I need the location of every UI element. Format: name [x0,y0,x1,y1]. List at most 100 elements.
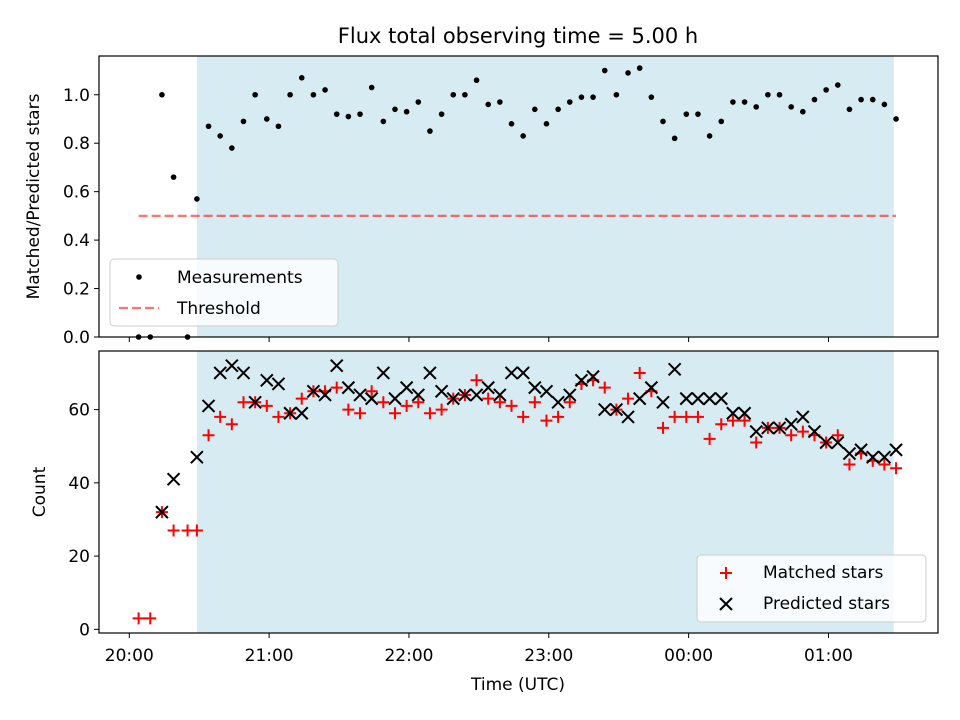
matched-star-point [412,396,425,409]
matched-star-point [656,421,669,434]
measurement-point [730,99,736,105]
predicted-star-point [539,384,554,398]
measurement-point [240,118,247,125]
y-tick-label: 40 [68,474,90,494]
measurement-point [636,65,643,71]
matched-star-point [272,410,285,423]
measurement-point [333,111,340,117]
measurement-point [893,116,899,122]
measurement-point [532,106,538,113]
measurement-point [834,82,841,88]
measurement-point [473,77,480,84]
predicted-star-point [854,443,868,457]
measurement-point [858,96,864,103]
measurement-point [683,111,690,117]
matched-star-point [354,407,367,420]
measurement-point [578,94,585,100]
predicted-star-point [796,410,810,424]
matched-star-point [377,396,390,409]
measurement-point [438,111,445,117]
y-tick-label: 60 [68,401,90,421]
measurement-point [380,118,387,125]
matched-star-point [598,381,611,394]
measurement-point [800,108,806,115]
matched-star-point [423,407,436,420]
matched-star-point [878,458,891,471]
matched-star-point [715,418,728,431]
measurement-point [648,94,655,100]
measurement-point [869,96,876,103]
predicted-star-point [761,421,775,435]
bottom-x-axis-ticks: 20:00 21:00 22:00 23:00 00:00 01:00 [105,633,853,666]
predicted-star-point [877,450,892,464]
predicted-star-point [679,391,694,406]
predicted-star-point [248,395,262,409]
predicted-star-point [271,377,286,391]
legend-predicted-marker [719,597,733,611]
legend-measurements-label: Measurements [177,268,303,288]
measurement-point [881,101,888,108]
matched-star-point [470,374,483,387]
predicted-star-point [667,362,682,377]
predicted-star-point [364,391,379,406]
matched-star-point [202,429,215,442]
measurement-point [403,108,410,115]
top-y-axis-label: Matched/Predicted stars [24,93,44,299]
predicted-star-point [318,388,332,402]
matched-star-point [680,410,693,423]
predicted-star-point [504,366,519,380]
measurement-point [264,116,270,122]
matched-star-point [388,407,401,420]
measurement-point [613,91,620,98]
matched-star-point [831,429,844,442]
matched-star-point [750,436,763,449]
x-tick-label: 22:00 [384,646,433,666]
predicted-star-point [388,391,402,406]
predicted-star-point [411,388,425,402]
matched-star-point [622,392,635,405]
y-tick-label: 0.2 [63,280,90,300]
matched-star-point [400,399,413,412]
bottom-legend: Matched stars Predicted stars [696,554,927,623]
predicted-star-point [155,505,169,519]
matched-star-point [225,418,238,431]
measurement-point [497,99,503,105]
top-x-axis-ticks [128,337,829,342]
matched-star-point [517,410,530,423]
predicted-star-point [644,380,659,395]
predicted-star-point [656,395,670,409]
matched-star-point [342,403,355,416]
predicted-star-point [889,443,903,457]
measurement-point [846,106,853,113]
matched-star-point [843,458,856,471]
measurement-point [450,91,457,98]
matched-star-point [144,612,157,625]
measurement-point [229,145,235,151]
predicted-star-point [469,388,484,402]
measurement-point [718,118,725,125]
predicted-star-point [353,388,367,402]
predicted-star-point [598,402,612,417]
predicted-star-point [458,388,472,402]
measurement-point [368,84,375,91]
matched-star-point [796,425,809,438]
legend-matched-label: Matched stars [763,563,883,583]
legend-threshold-label: Threshold [176,299,261,319]
matched-star-point [633,366,646,379]
measurement-point [741,99,748,105]
measurement-point [392,106,398,113]
matched-star-point [482,392,495,405]
x-tick-label: 23:00 [524,646,573,666]
top-legend: Measurements Threshold [109,258,339,327]
bottom-x-axis-label: Time (UTC) [470,675,565,695]
legend-matched-marker [720,567,732,579]
measurement-point [427,128,433,134]
predicted-star-point [295,406,309,420]
matched-star-point [132,612,145,625]
predicted-star-point [563,388,577,402]
predicted-star-point [831,435,845,450]
predicted-star-point [714,391,728,406]
measurement-point [660,118,666,125]
measurement-point [194,196,200,202]
